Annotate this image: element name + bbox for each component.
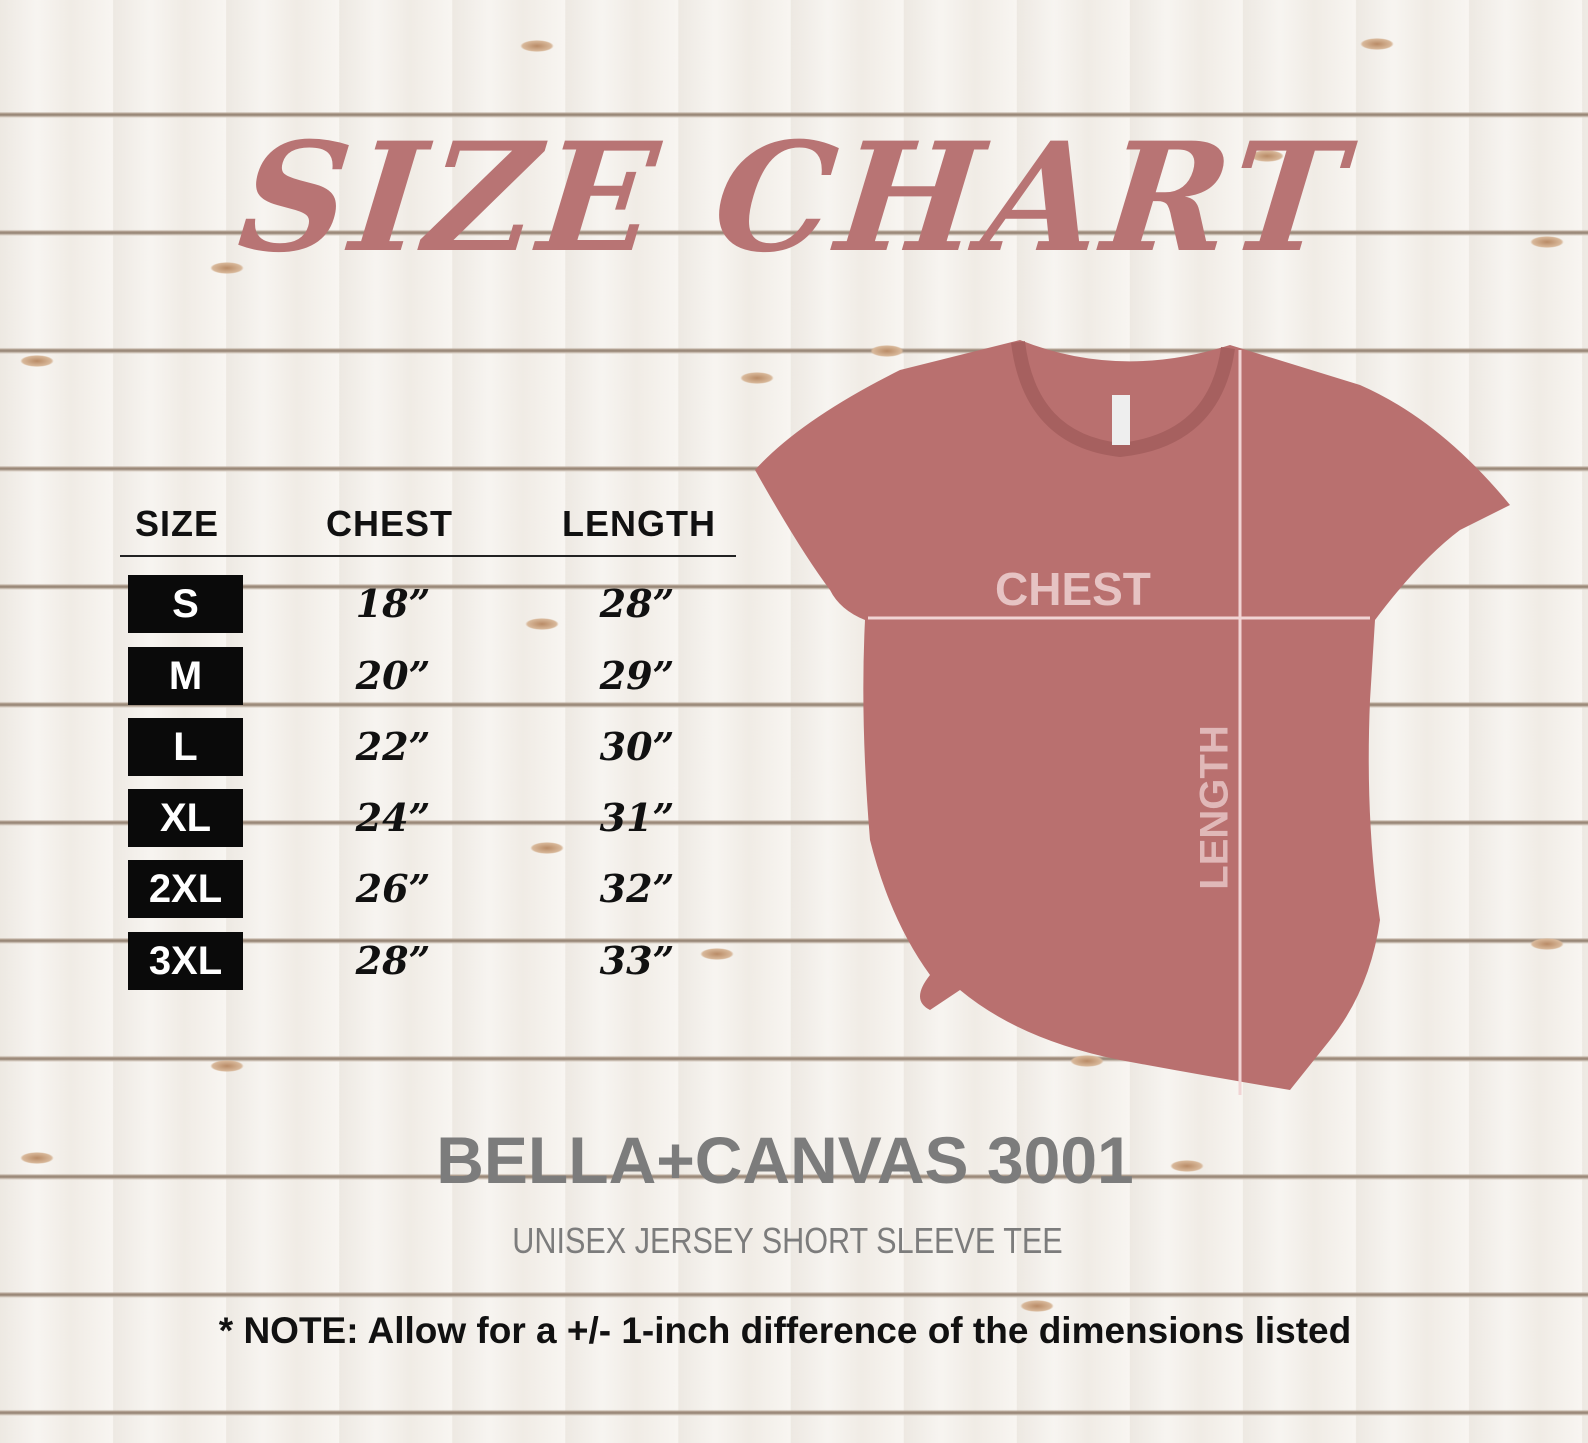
header-chest: CHEST <box>326 503 454 544</box>
size-badge: S <box>128 575 243 633</box>
header-length: LENGTH <box>562 503 716 544</box>
chest-label: CHEST <box>995 563 1151 615</box>
length-value: 32” <box>599 866 675 911</box>
product-subtitle: UNISEX JERSEY SHORT SLEEVE TEE <box>512 1220 1063 1261</box>
tshirt-shape <box>755 340 1510 1090</box>
brand-name: BELLA+CANVAS 3001 <box>436 1123 1134 1197</box>
chest-value: 26” <box>355 866 431 911</box>
chest-value: 24” <box>355 795 431 840</box>
length-value: 30” <box>599 724 675 769</box>
header-divider <box>120 555 736 557</box>
chest-value: 18” <box>355 581 431 626</box>
size-badge: M <box>128 647 243 705</box>
length-value: 31” <box>599 795 675 840</box>
size-badge: 3XL <box>128 932 243 990</box>
chest-value: 22” <box>355 724 431 769</box>
length-value: 29” <box>599 653 675 698</box>
length-label: LENGTH <box>1192 725 1237 890</box>
length-value: 33” <box>599 938 675 983</box>
chest-value: 20” <box>355 653 431 698</box>
header-size: SIZE <box>135 503 220 544</box>
tag-label <box>1112 395 1130 445</box>
note-text: * NOTE: Allow for a +/- 1-inch differenc… <box>218 1310 1352 1351</box>
length-value: 28” <box>599 581 675 626</box>
size-badge: 2XL <box>128 860 243 918</box>
size-badge: L <box>128 718 243 776</box>
size-badge: XL <box>128 789 243 847</box>
chest-value: 28” <box>355 938 431 983</box>
